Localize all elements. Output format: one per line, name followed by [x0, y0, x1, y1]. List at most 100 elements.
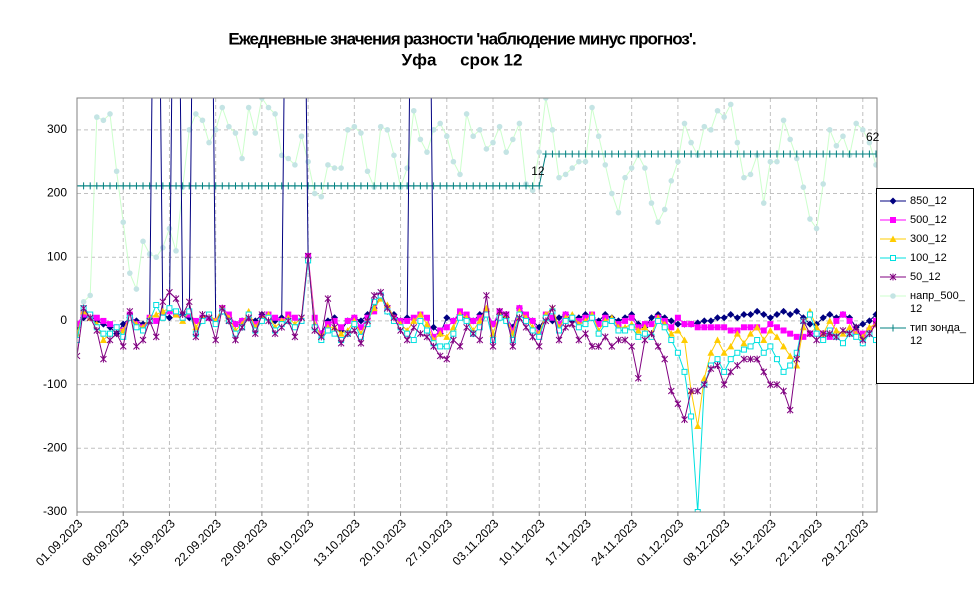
marker — [106, 182, 114, 190]
marker — [865, 317, 873, 325]
marker — [889, 197, 897, 205]
marker — [674, 314, 681, 321]
marker — [292, 162, 298, 168]
marker — [529, 333, 536, 341]
marker — [344, 182, 352, 190]
marker — [476, 324, 483, 331]
marker — [265, 104, 272, 111]
marker — [218, 182, 226, 190]
marker — [576, 158, 582, 165]
marker — [608, 342, 616, 350]
marker — [641, 336, 649, 344]
marker — [727, 342, 735, 350]
marker — [384, 127, 391, 133]
legend-swatch — [880, 217, 906, 223]
marker — [100, 317, 107, 324]
marker — [747, 355, 754, 363]
marker — [489, 182, 497, 190]
marker — [410, 323, 418, 331]
marker — [357, 339, 365, 347]
marker — [80, 182, 88, 190]
marker — [734, 139, 741, 146]
marker — [397, 326, 404, 334]
marker — [687, 387, 695, 395]
marker — [688, 321, 695, 328]
marker — [338, 324, 345, 331]
marker — [351, 123, 358, 130]
marker — [819, 314, 827, 322]
marker — [192, 317, 199, 324]
marker — [819, 150, 827, 158]
marker — [371, 298, 378, 305]
marker — [185, 298, 193, 306]
marker — [509, 337, 516, 344]
marker — [787, 362, 794, 369]
marker — [159, 311, 166, 318]
marker — [807, 216, 813, 222]
marker — [463, 182, 471, 190]
marker — [714, 314, 722, 322]
marker — [608, 317, 615, 324]
marker — [172, 182, 180, 190]
marker — [93, 182, 101, 190]
marker — [793, 155, 800, 162]
marker — [344, 317, 351, 324]
marker — [820, 181, 826, 187]
marker — [291, 314, 298, 321]
legend-label: 500_12 — [910, 214, 947, 226]
marker — [331, 165, 338, 171]
marker — [846, 323, 854, 331]
x-tick-label: 15.09.2023 — [125, 516, 178, 569]
marker — [654, 150, 662, 158]
marker — [747, 324, 754, 331]
marker — [760, 150, 768, 158]
marker — [813, 330, 820, 337]
marker — [212, 321, 219, 328]
marker — [707, 324, 714, 331]
marker — [337, 330, 345, 337]
marker — [694, 150, 702, 158]
marker — [707, 365, 715, 373]
marker — [614, 150, 622, 158]
marker — [226, 123, 232, 130]
marker — [642, 165, 648, 171]
marker — [548, 150, 556, 158]
x-tick-label: 22.09.2023 — [172, 516, 225, 569]
marker — [126, 314, 133, 321]
marker — [694, 324, 701, 331]
marker — [714, 336, 722, 344]
marker — [166, 288, 173, 296]
marker — [562, 150, 570, 158]
marker — [767, 158, 774, 165]
marker — [747, 311, 755, 319]
marker — [714, 362, 721, 370]
marker — [311, 182, 319, 190]
marker — [397, 182, 405, 190]
marker — [477, 127, 483, 133]
marker — [403, 336, 411, 344]
marker — [859, 127, 866, 133]
marker — [159, 298, 167, 306]
marker — [641, 330, 648, 337]
marker — [456, 342, 464, 350]
legend-item: 300_12 — [879, 233, 973, 246]
x-tick-label: 29.09.2023 — [218, 516, 271, 569]
marker — [733, 362, 741, 370]
marker — [337, 339, 345, 347]
marker — [324, 295, 332, 303]
y-tick-label: 300 — [47, 122, 67, 136]
marker — [889, 235, 897, 242]
marker — [747, 171, 754, 178]
marker — [740, 355, 748, 363]
marker — [582, 321, 589, 328]
annotation: 12 — [531, 164, 545, 178]
marker — [212, 336, 220, 344]
marker — [496, 182, 504, 190]
marker — [562, 171, 569, 178]
marker — [357, 182, 365, 190]
marker — [865, 323, 873, 331]
marker — [575, 336, 583, 344]
marker — [364, 182, 372, 190]
marker — [674, 320, 682, 328]
marker — [152, 182, 160, 190]
